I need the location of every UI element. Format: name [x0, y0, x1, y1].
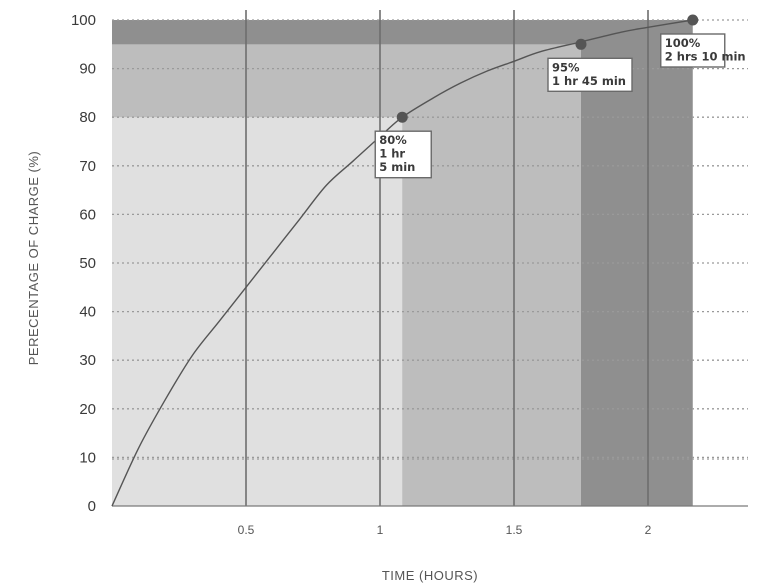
x-tick-label: 2 — [645, 523, 652, 537]
annotation-label: 80%1 hr5 min — [374, 130, 432, 179]
y-tick-label: 90 — [79, 61, 96, 78]
data-point — [575, 38, 587, 50]
y-tick-label: 60 — [79, 206, 96, 223]
y-tick-labels: 0 10 20 30 40 50 60 70 80 90 100 — [71, 12, 96, 515]
y-tick-label: 100 — [71, 12, 96, 29]
annotation-text: 2 hrs 10 min — [665, 50, 746, 64]
x-axis-label: TIME (HOURS) — [382, 568, 478, 583]
y-axis-label: PERECENTAGE OF CHARGE (%) — [26, 151, 41, 366]
y-tick-label: 20 — [79, 401, 96, 418]
x-tick-label: 0.5 — [238, 523, 255, 537]
y-tick-label: 0 — [88, 498, 96, 515]
annotation-text: 5 min — [379, 160, 415, 174]
annotation-text: 1 hr 45 min — [552, 74, 626, 88]
annotation-text: 95% — [552, 60, 580, 74]
y-tick-label: 40 — [79, 304, 96, 321]
data-point — [687, 14, 699, 26]
annotation-text: 100% — [665, 36, 701, 50]
annotation-box — [547, 57, 633, 92]
y-tick-label: 10 — [79, 449, 96, 466]
y-tick-label: 30 — [79, 352, 96, 369]
x-tick-labels: 0.5 1 1.5 2 — [238, 523, 652, 537]
annotation-box — [660, 33, 726, 68]
annotation-box — [374, 130, 432, 179]
vertical-gridlines — [245, 10, 649, 506]
y-tick-label: 80 — [79, 109, 96, 126]
annotation-text: 80% — [379, 133, 407, 147]
x-tick-label: 1 — [377, 523, 384, 537]
horizontal-gridlines — [112, 19, 748, 460]
y-tick-label: 50 — [79, 255, 96, 272]
annotation-text: 1 hr — [379, 147, 405, 161]
data-points — [396, 14, 699, 123]
shaded-regions — [112, 20, 693, 507]
annotations: 80%1 hr5 min 95%1 hr 45 min 100%2 hrs 10 m… — [374, 33, 746, 179]
annotation-label: 95%1 hr 45 min — [547, 57, 633, 92]
x-tick-label: 1.5 — [506, 523, 523, 537]
annotation-label: 100%2 hrs 10 min — [660, 33, 746, 68]
y-tick-label: 70 — [79, 158, 96, 175]
data-point — [396, 111, 408, 123]
